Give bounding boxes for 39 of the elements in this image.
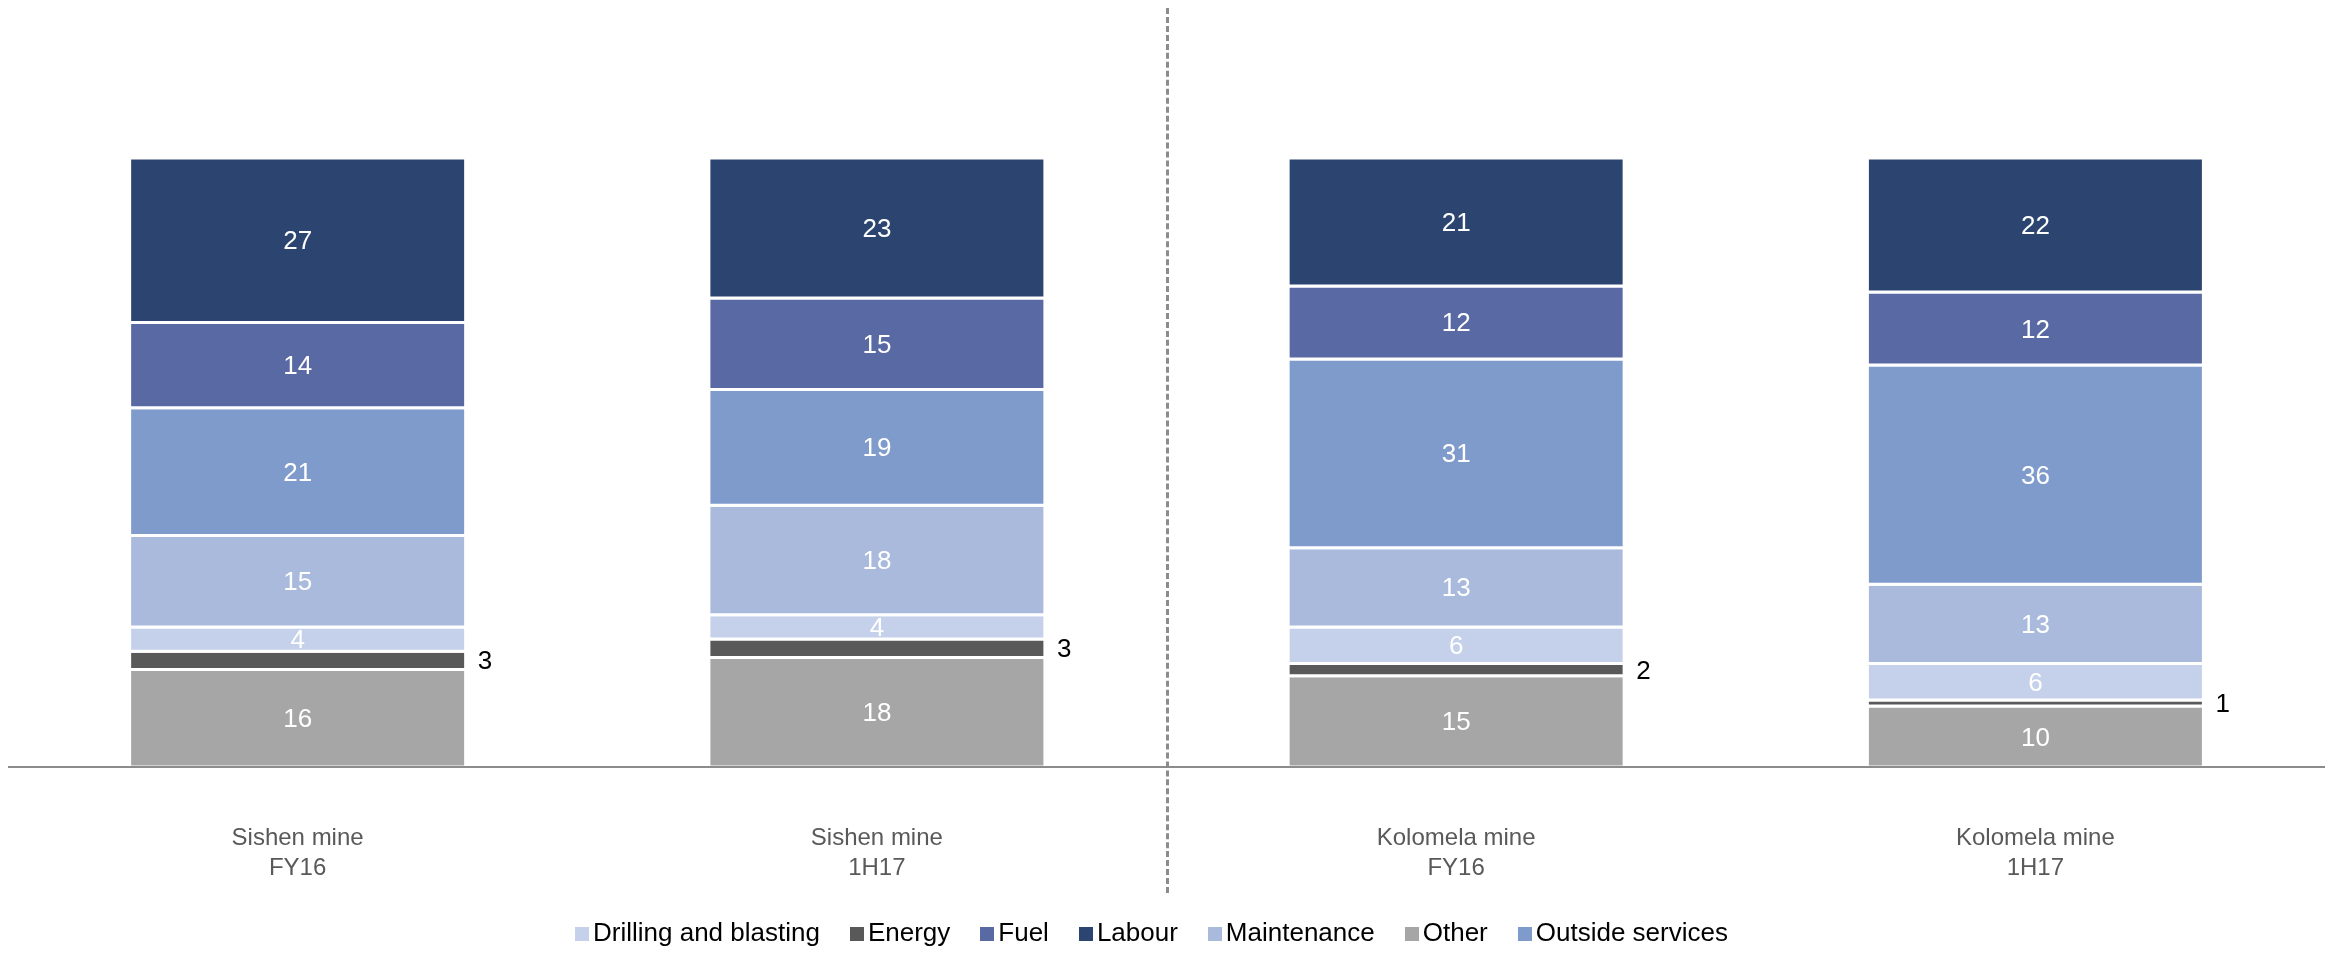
data-label: 10 xyxy=(2020,721,2050,752)
data-label: 3 xyxy=(1056,633,1072,664)
data-label: 13 xyxy=(2020,608,2050,639)
legend-label: Drilling and blasting xyxy=(593,917,820,947)
x-tick-label: Kolomela mine 1H17 xyxy=(1956,823,2115,880)
data-label: 18 xyxy=(862,697,892,728)
data-label: 15 xyxy=(1441,706,1471,737)
data-label: 12 xyxy=(1441,307,1471,338)
legend-label: Outside services xyxy=(1535,917,1728,947)
legend-label: Other xyxy=(1422,917,1488,947)
data-label: 4 xyxy=(869,611,885,642)
data-label: 15 xyxy=(283,566,313,597)
data-label: 19 xyxy=(862,432,892,463)
data-label: 31 xyxy=(1441,438,1471,469)
data-label: 16 xyxy=(283,703,313,734)
legend-label: Labour xyxy=(1096,917,1178,947)
data-label: 1 xyxy=(2215,688,2230,719)
data-label: 3 xyxy=(477,645,493,676)
data-label: 23 xyxy=(862,213,892,244)
x-tick-label: Sishen mine FY16 xyxy=(231,823,364,880)
data-label: 6 xyxy=(1448,630,1464,661)
data-label: 6 xyxy=(2028,666,2043,697)
x-tick-label: Sishen mine 1H17 xyxy=(810,823,943,880)
data-label: 21 xyxy=(283,456,313,487)
legend-label: Fuel xyxy=(998,917,1049,947)
data-label: 15 xyxy=(862,328,892,359)
x-tick-label: Kolomela mine FY16 xyxy=(1376,823,1536,880)
data-label: 4 xyxy=(290,624,305,655)
data-label: 36 xyxy=(2020,459,2050,490)
data-label: 18 xyxy=(862,544,892,575)
data-label: 22 xyxy=(2020,209,2050,240)
data-label: 21 xyxy=(1441,206,1471,237)
data-label: 13 xyxy=(1441,572,1471,603)
legend-label: Maintenance xyxy=(1225,917,1375,947)
data-label: 2 xyxy=(1636,654,1651,685)
data-label: 14 xyxy=(283,350,313,381)
data-label: 12 xyxy=(2020,313,2050,344)
data-label: 27 xyxy=(283,225,313,256)
legend-label: Energy xyxy=(867,917,951,947)
